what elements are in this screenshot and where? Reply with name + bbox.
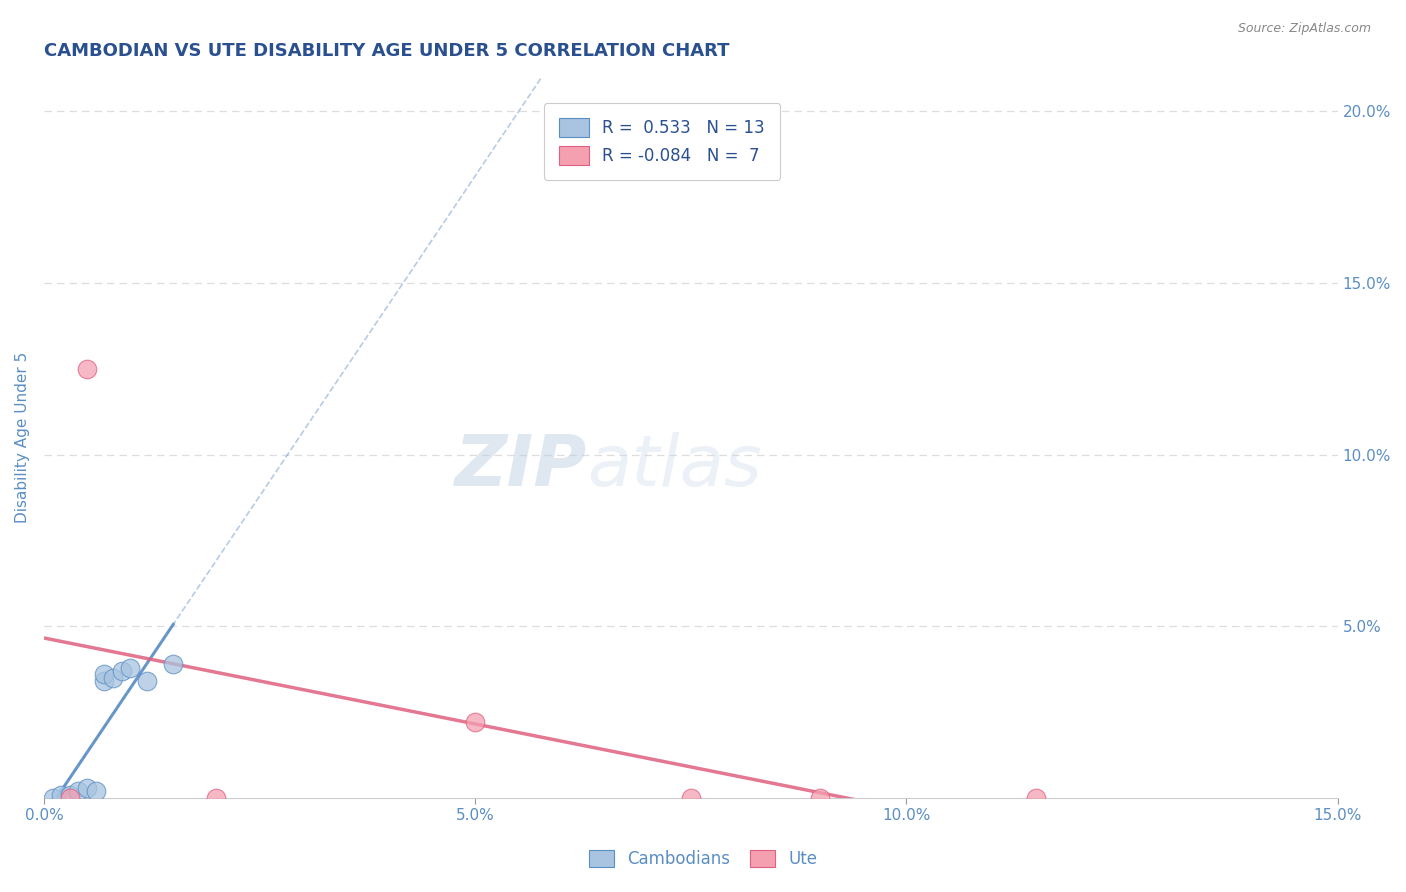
Point bbox=[120, 660, 142, 674]
Legend: Cambodians, Ute: Cambodians, Ute bbox=[582, 843, 824, 875]
Point bbox=[76, 361, 98, 376]
Point bbox=[110, 664, 132, 678]
Point bbox=[679, 791, 702, 805]
Point bbox=[93, 667, 115, 681]
Point bbox=[76, 780, 98, 795]
Point bbox=[136, 674, 159, 689]
Text: atlas: atlas bbox=[588, 432, 762, 500]
Point bbox=[41, 791, 63, 805]
Point bbox=[67, 784, 90, 798]
Legend: R =  0.533   N = 13, R = -0.084   N =  7: R = 0.533 N = 13, R = -0.084 N = 7 bbox=[544, 103, 780, 180]
Point bbox=[808, 791, 831, 805]
Point bbox=[59, 788, 82, 802]
Text: CAMBODIAN VS UTE DISABILITY AGE UNDER 5 CORRELATION CHART: CAMBODIAN VS UTE DISABILITY AGE UNDER 5 … bbox=[44, 42, 730, 60]
Point bbox=[162, 657, 184, 671]
Point bbox=[93, 674, 115, 689]
Text: Source: ZipAtlas.com: Source: ZipAtlas.com bbox=[1237, 22, 1371, 36]
Point bbox=[1025, 791, 1047, 805]
Point bbox=[205, 791, 228, 805]
Text: ZIP: ZIP bbox=[456, 432, 588, 500]
Point bbox=[59, 791, 82, 805]
Point bbox=[101, 671, 124, 685]
Point bbox=[84, 784, 107, 798]
Point bbox=[49, 788, 72, 802]
Point bbox=[464, 715, 486, 730]
Y-axis label: Disability Age Under 5: Disability Age Under 5 bbox=[15, 351, 30, 523]
